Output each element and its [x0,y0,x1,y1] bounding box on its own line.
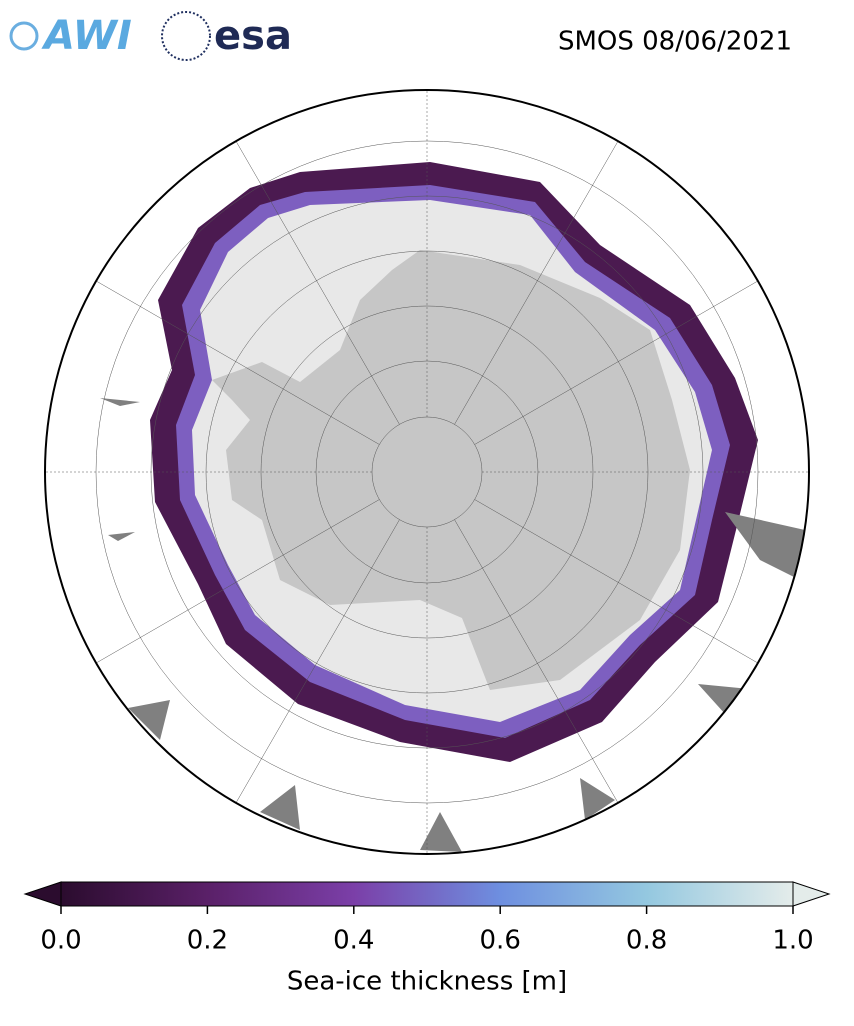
meridian [96,280,380,445]
colorbar-tick-label: 0.8 [626,926,667,956]
map-boundary [44,89,810,855]
colorbar-extend-high [792,881,831,907]
awi-text: AWI [41,13,132,59]
colorbar [23,881,831,914]
meridian [474,499,758,664]
graticule [45,90,809,854]
colorbar-tick-label: 0.0 [40,926,81,956]
colorbar-tick-label: 0.4 [333,926,374,956]
colorbar-tick-label: 0.6 [480,926,521,956]
esa-text: esa [214,13,292,59]
colorbar-tick-label: 1.0 [772,926,813,956]
colorbar-tick-label: 0.2 [187,926,228,956]
meridian [474,280,758,445]
colorbar-extend-low [23,881,62,907]
esa-logo: esa [161,11,292,61]
map-title: SMOS 08/06/2021 [558,27,792,57]
colorbar-body [60,881,794,907]
meridian [96,499,380,664]
colorbar-label: Sea-ice thickness [m] [287,967,567,997]
awi-logo: AWI [9,13,132,59]
meridian [235,519,400,803]
map [45,90,809,854]
meridian [235,141,400,425]
meridian [454,141,619,425]
meridian [454,519,619,803]
antarctica [212,250,690,690]
latitude-circle [260,305,594,639]
